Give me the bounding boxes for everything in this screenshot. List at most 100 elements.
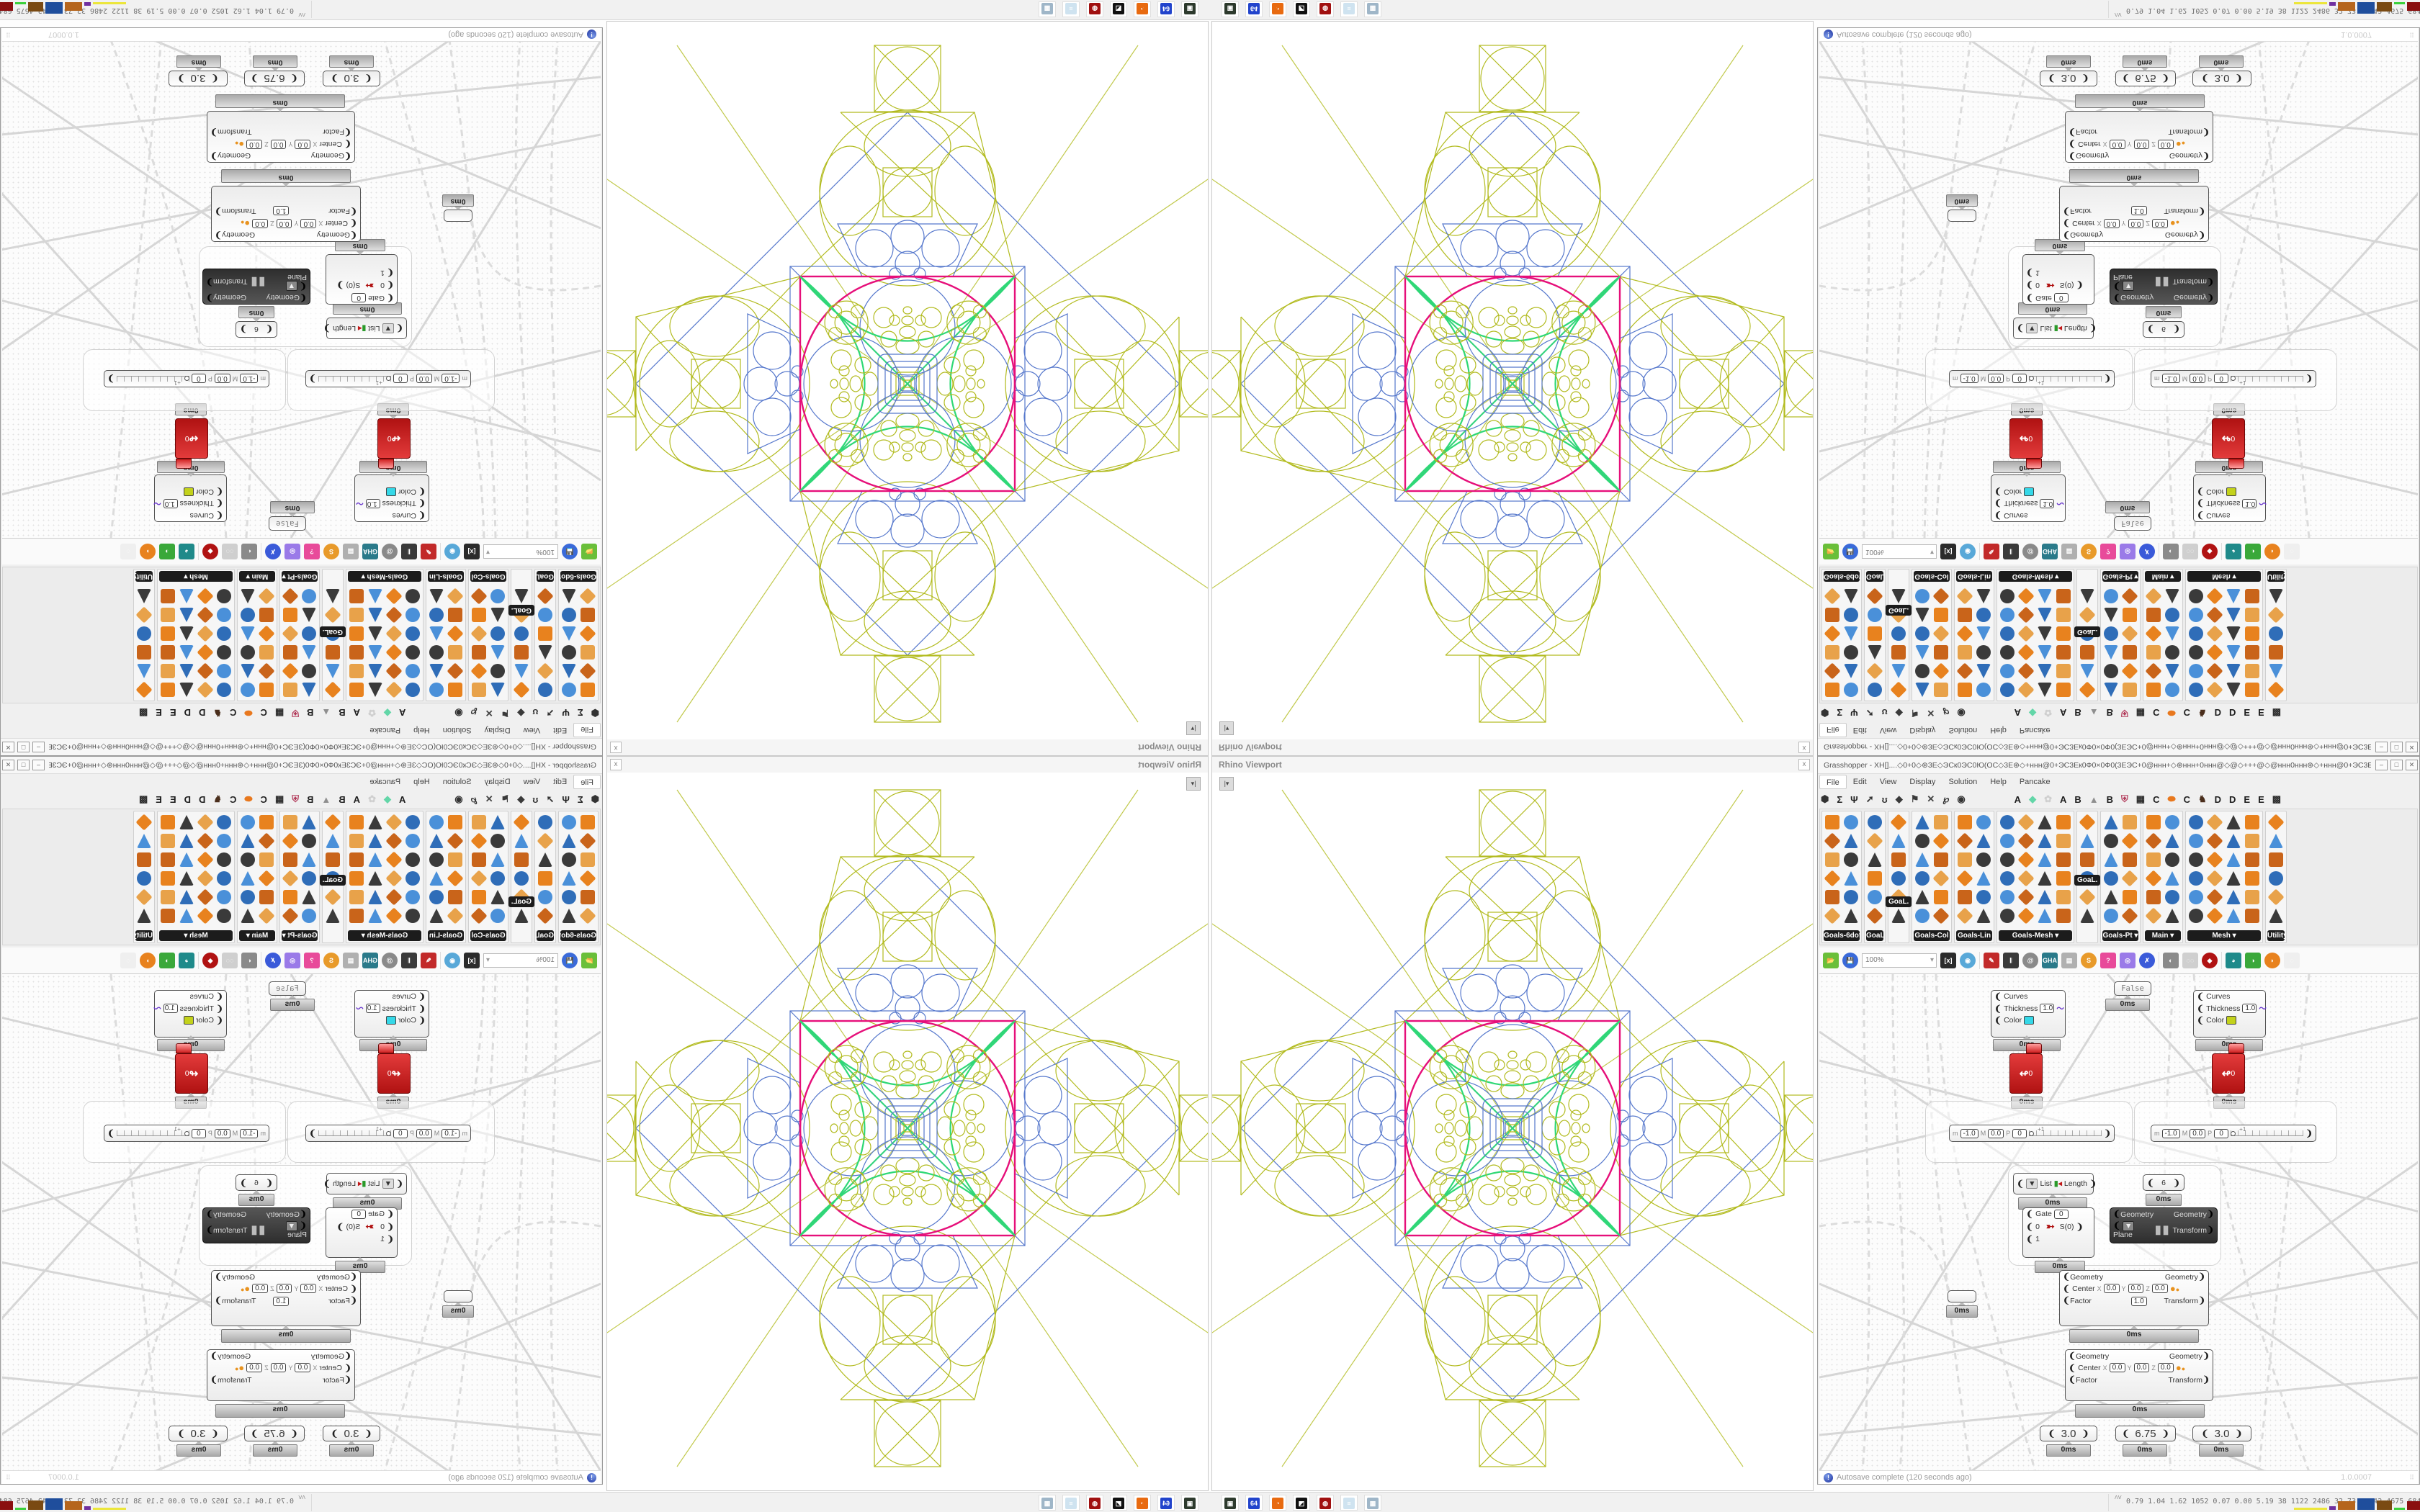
component-icon[interactable]	[579, 588, 596, 605]
component-icon[interactable]	[2056, 664, 2071, 678]
component-icon[interactable]	[1932, 832, 1950, 850]
component-icon[interactable]	[2206, 681, 2223, 698]
component-icon[interactable]	[1891, 626, 1906, 641]
component-icon[interactable]	[2245, 871, 2259, 886]
preview-component-olive[interactable]: ❨ Curves ❨ Thickness 1.0 〜 ❨ Color	[2193, 474, 2267, 522]
component-icon[interactable]	[302, 645, 316, 660]
calculator-app-icon[interactable]: ▦	[1364, 1, 1381, 17]
export-window-icon[interactable]: ▤	[343, 953, 359, 968]
ribbon-tab-icon[interactable]: D	[198, 707, 206, 719]
component-icon[interactable]	[368, 608, 382, 622]
domain-slider[interactable]: m -1.0 M 0.0 P 0 +1 ❩	[2151, 370, 2316, 387]
component-icon[interactable]	[1976, 890, 1991, 904]
component-icon[interactable]	[302, 909, 316, 923]
component-icon[interactable]	[581, 852, 595, 867]
component-icon[interactable]	[2017, 588, 2035, 605]
component-icon[interactable]	[2226, 852, 2241, 867]
color-swatch[interactable]	[183, 487, 194, 496]
ribbon-tab-icon[interactable]: ♞	[213, 793, 223, 804]
component-icon[interactable]	[2017, 832, 2035, 850]
ribbon-subcategory-dropdown[interactable]: GoaL.	[319, 626, 346, 637]
ribbon-tab-icon[interactable]: ➚	[546, 793, 555, 804]
component-icon[interactable]	[1866, 588, 1883, 605]
boolean-toggle[interactable]: False	[2114, 516, 2151, 531]
component-icon[interactable]	[2245, 909, 2259, 923]
preview-component-olive[interactable]: ❨ Curves ❨ Thickness 1.0 〜 ❨ Color	[2193, 990, 2267, 1038]
component-icon[interactable]	[537, 907, 554, 924]
component-icon[interactable]	[447, 588, 464, 605]
mirror-component[interactable]: ❨Geometry Geometry❩ ❨ ▼ Plane ▮▮ Transfo…	[202, 1207, 310, 1243]
preview-eye-icon[interactable]: ◉	[444, 953, 460, 968]
ribbon-tab-icon[interactable]: ✕	[1927, 793, 1935, 804]
component-icon[interactable]	[2017, 851, 2035, 868]
domain-slider[interactable]: m -1.0 M 0.0 P 0 +1 ❩	[104, 1125, 269, 1142]
slider-knob[interactable]	[184, 376, 189, 381]
component-icon[interactable]	[1824, 870, 1841, 887]
component-icon[interactable]	[1956, 662, 1973, 680]
paint-swirl-app-icon[interactable]: ◩	[1110, 1, 1127, 17]
component-icon[interactable]	[448, 645, 462, 660]
ribbon-cross-icon[interactable]: ✗	[265, 953, 281, 968]
menu-item-pancake[interactable]: Pancake	[369, 726, 401, 734]
menu-item-view[interactable]: View	[523, 726, 541, 734]
solver-reset-button[interactable]	[2026, 459, 2042, 469]
ribbon-group-label[interactable]: Goals-6dof	[560, 571, 596, 582]
component-icon[interactable]	[1866, 907, 1883, 924]
node-canvas[interactable]: False 0ms ❨ Curves ❨ Thickness 1.0 〜 ❨ Colo…	[2, 42, 601, 538]
component-icon[interactable]	[2121, 662, 2138, 680]
notepad-app-icon[interactable]: ≡	[1062, 1495, 1080, 1511]
component-icon[interactable]	[470, 907, 488, 924]
component-icon[interactable]	[2165, 645, 2179, 660]
component-icon[interactable]	[2056, 589, 2071, 603]
component-icon[interactable]	[472, 852, 486, 867]
ribbon-group-label[interactable]: GoaL.	[1866, 571, 1883, 582]
component-icon[interactable]	[537, 588, 554, 605]
component-icon[interactable]	[217, 834, 231, 848]
ribbon-tab-icon[interactable]: D	[2214, 793, 2222, 805]
component-icon[interactable]	[1866, 662, 1883, 680]
component-icon[interactable]	[1976, 871, 1991, 886]
component-icon[interactable]	[137, 909, 151, 923]
frame-extents-icon[interactable]: [x]	[1940, 544, 1956, 559]
ribbon-tab-icon[interactable]: ✿	[368, 708, 376, 719]
ribbon-tab-icon[interactable]: ◆	[383, 708, 391, 719]
email-icon[interactable]: @	[382, 544, 398, 559]
component-icon[interactable]	[1844, 890, 1858, 904]
component-icon[interactable]	[429, 608, 444, 622]
component-icon[interactable]	[179, 608, 194, 622]
ribbon-tab-icon[interactable]: Ψ	[1850, 793, 1858, 805]
ribbon-cross-icon[interactable]: ✗	[2139, 544, 2155, 559]
kangaroo-solver[interactable]: ↫ 0	[175, 1053, 208, 1094]
component-icon[interactable]	[241, 834, 255, 848]
component-icon[interactable]	[1956, 625, 1973, 642]
node-canvas[interactable]: False 0ms ❨ Curves ❨ Thickness 1.0 〜 ❨ Colo…	[1819, 974, 2418, 1470]
component-icon[interactable]	[1844, 834, 1858, 848]
ribbon-tab-icon[interactable]: ✿	[2044, 708, 2052, 719]
component-icon[interactable]	[2206, 888, 2223, 906]
component-icon[interactable]	[490, 645, 505, 660]
component-icon[interactable]	[368, 815, 382, 829]
ribbon-tab-icon[interactable]: ◆	[1895, 708, 1903, 719]
number-slider[interactable]: ❨ 3.0 ❩	[169, 1426, 228, 1441]
component-icon[interactable]	[2145, 588, 2162, 605]
save-file-icon[interactable]: 💾	[1842, 953, 1858, 968]
component-icon[interactable]	[179, 909, 194, 923]
component-icon[interactable]	[514, 664, 529, 678]
list-length-component[interactable]: ❨ ▼ List ▮◂ Length ❩	[323, 318, 407, 339]
component-icon[interactable]	[2079, 681, 2096, 698]
lens-icon[interactable]: ◐	[241, 953, 257, 968]
component-icon[interactable]	[490, 909, 505, 923]
component-icon[interactable]	[2146, 890, 2161, 904]
solver-reset-button[interactable]	[2026, 1043, 2042, 1053]
component-icon[interactable]	[1915, 664, 1930, 678]
component-icon[interactable]	[2165, 683, 2179, 697]
sketch-quill-icon[interactable]: ✎	[1984, 544, 1999, 559]
rings-icon[interactable]: ◌◌	[2182, 953, 2198, 968]
component-icon[interactable]	[1976, 909, 1991, 923]
ribbon-group-label[interactable]: Goals-Lin	[1956, 571, 1992, 582]
component-icon[interactable]	[349, 664, 364, 678]
component-icon[interactable]	[349, 645, 364, 660]
component-icon[interactable]	[259, 852, 274, 867]
component-icon[interactable]	[197, 888, 214, 906]
